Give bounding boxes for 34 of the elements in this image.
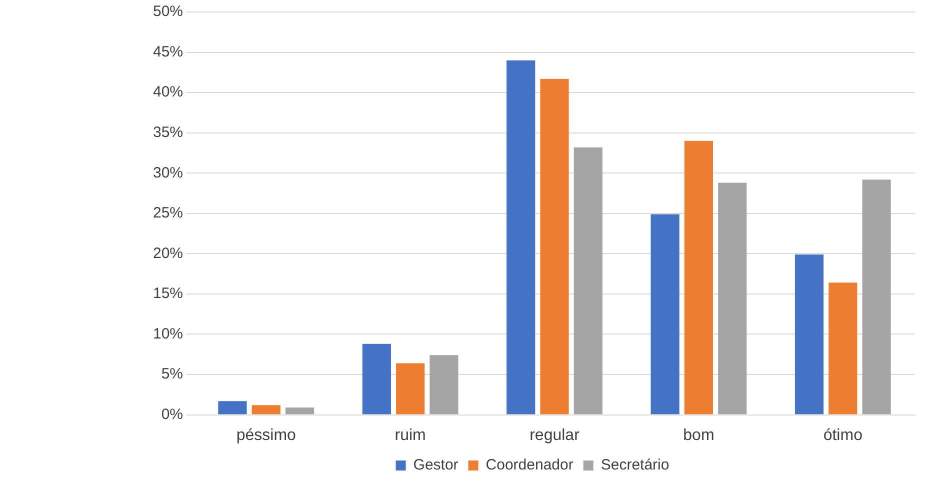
- bar: [650, 214, 680, 414]
- y-tick-label: 35%: [152, 124, 184, 141]
- bar: [684, 140, 714, 414]
- legend-label: Gestor: [413, 456, 458, 474]
- legend-label: Coordenador: [486, 456, 574, 474]
- y-tick-label: 0%: [161, 406, 184, 423]
- legend-label: Secretário: [600, 456, 670, 474]
- y-tick-label: 20%: [152, 244, 184, 262]
- bar: [362, 344, 391, 414]
- bar: [718, 182, 747, 414]
- y-tick-label: 30%: [152, 164, 184, 182]
- bar: [218, 401, 247, 414]
- bar: [430, 355, 458, 414]
- x-tick-label: bom: [683, 426, 714, 444]
- bar: [794, 254, 824, 414]
- bar: [285, 408, 314, 414]
- y-tick-label: 5%: [161, 366, 184, 383]
- bar: [506, 60, 536, 414]
- bar: [540, 78, 569, 414]
- x-tick-label: ótimo: [823, 426, 863, 444]
- bar: [396, 363, 425, 414]
- bar: [828, 282, 858, 414]
- y-tick-label: 10%: [152, 325, 184, 342]
- bar: [574, 147, 602, 414]
- y-tick-label: 15%: [152, 285, 184, 302]
- y-tick-label: 25%: [152, 204, 184, 222]
- y-tick-label: 45%: [152, 43, 184, 60]
- x-tick-label: péssimo: [236, 426, 296, 444]
- x-tick-label: ruim: [394, 426, 426, 444]
- y-tick-label: 40%: [152, 84, 184, 101]
- bar: [252, 405, 280, 414]
- y-tick-label: 50%: [152, 3, 184, 20]
- bar: [862, 180, 891, 414]
- x-tick-label: regular: [530, 426, 580, 444]
